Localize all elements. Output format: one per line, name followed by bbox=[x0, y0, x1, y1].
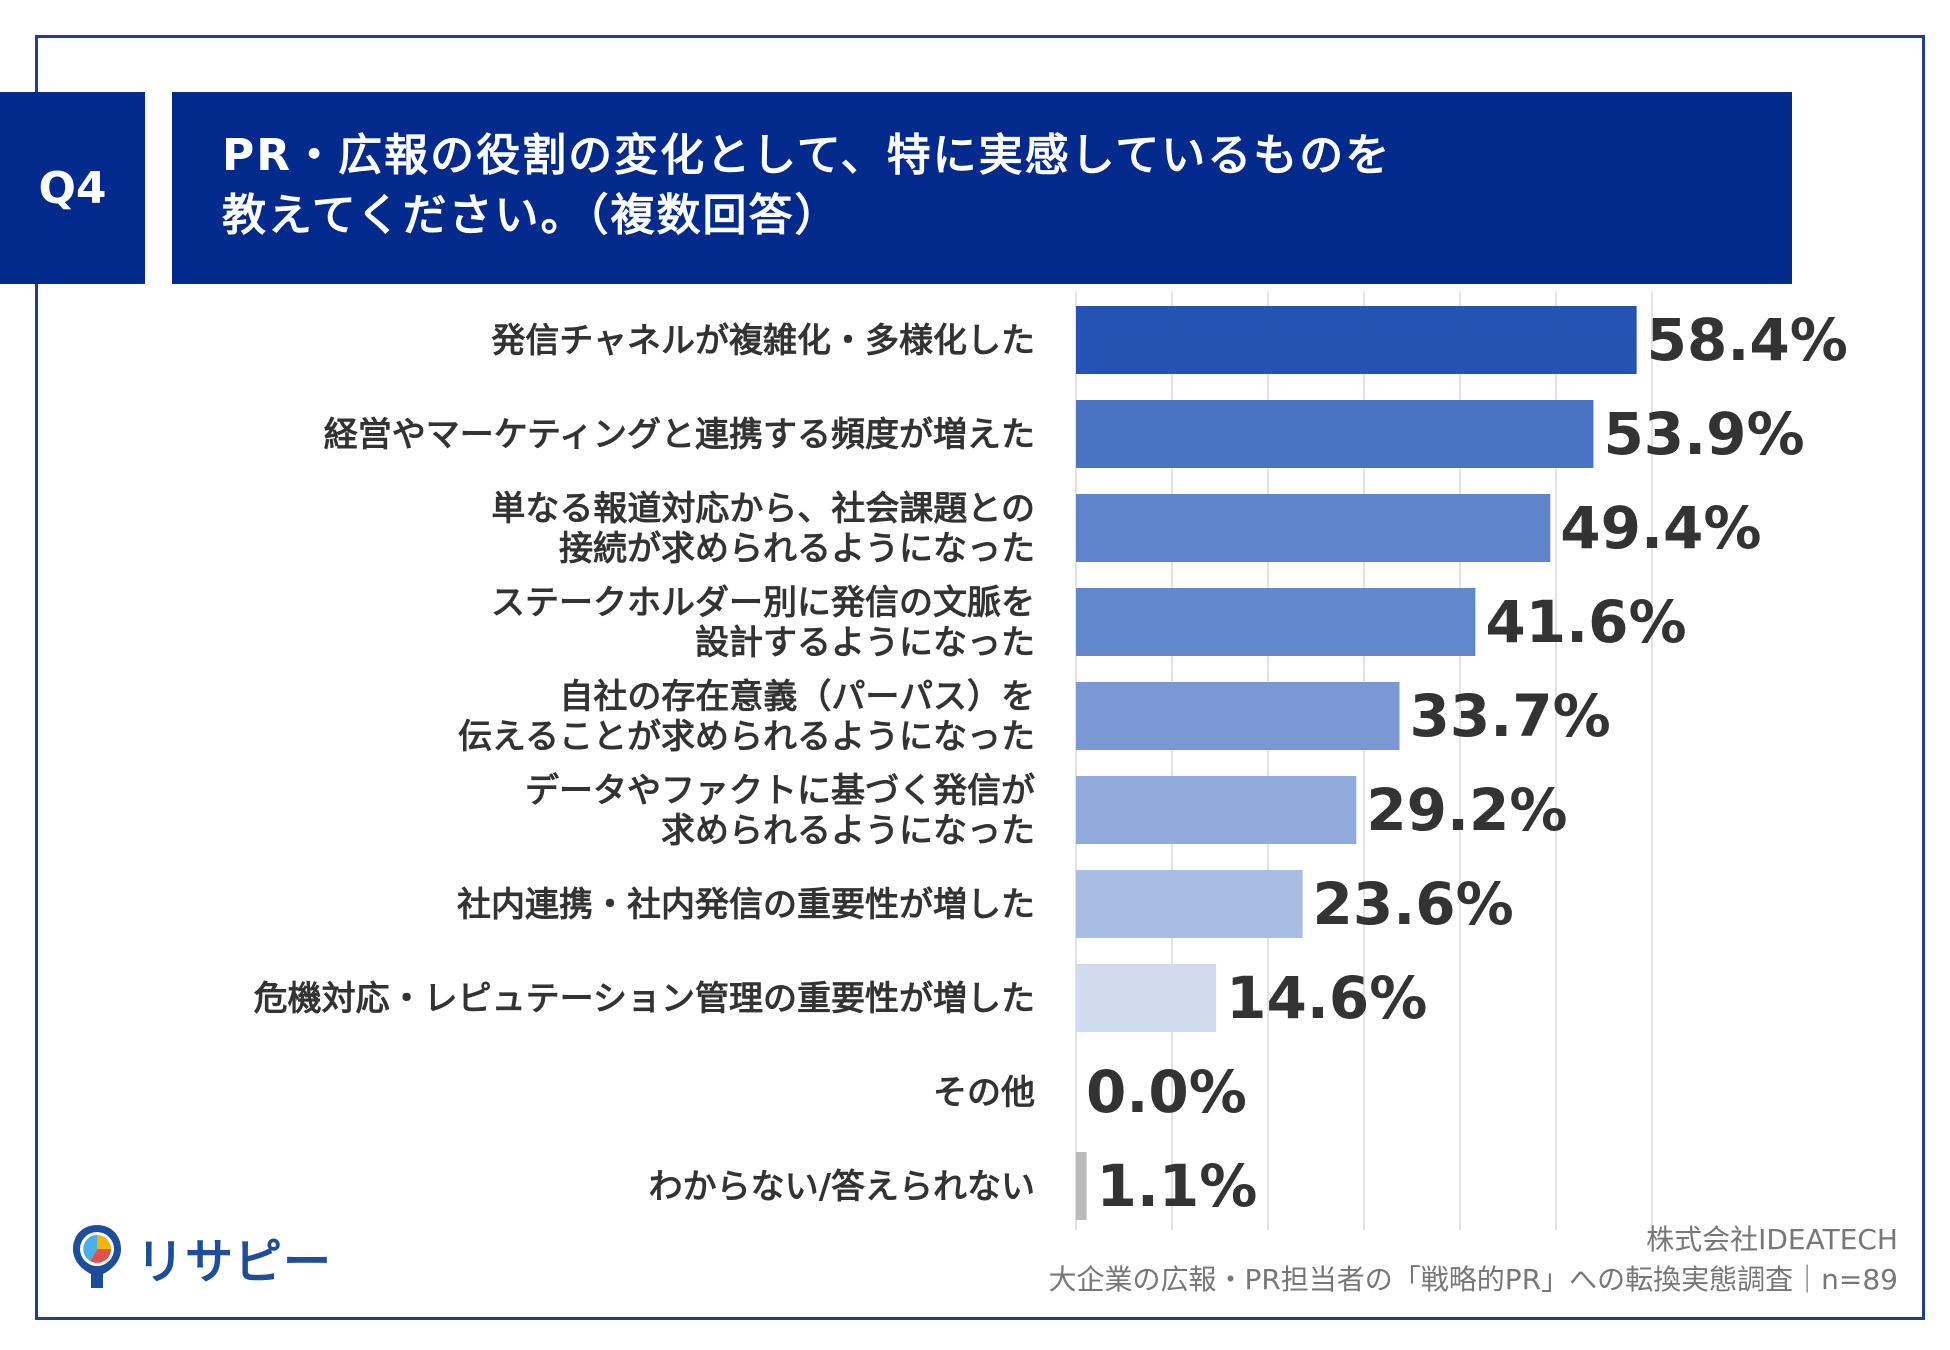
category-label: データやファクトに基づく発信が bbox=[525, 771, 1035, 811]
category-label: 接続が求められるようになった bbox=[559, 529, 1035, 569]
value-label: 58.4% bbox=[1647, 306, 1848, 374]
question-title-line2: 教えてください。（複数回答） bbox=[222, 190, 841, 241]
question-number-label: Q4 bbox=[38, 162, 107, 214]
logo-text: リサピー bbox=[136, 1234, 333, 1290]
value-label: 29.2% bbox=[1366, 776, 1567, 844]
value-label: 33.7% bbox=[1410, 682, 1611, 750]
value-label: 0.0% bbox=[1086, 1058, 1247, 1126]
question-number: Q4 bbox=[0, 92, 145, 284]
logo: リサピー bbox=[70, 1222, 332, 1292]
bar bbox=[1076, 306, 1637, 374]
category-label: 社内連携・社内発信の重要性が増した bbox=[457, 885, 1035, 925]
question-title: PR・広報の役割の変化として、特に実感しているものを 教えてください。（複数回答… bbox=[172, 92, 1792, 284]
footer-company: 株式会社IDEATECH bbox=[1646, 1223, 1898, 1256]
value-label: 14.6% bbox=[1226, 964, 1427, 1032]
footer: 株式会社IDEATECH 大企業の広報・PR担当者の「戦略的PR」への転換実態調… bbox=[1048, 1220, 1898, 1300]
category-label: 設計するようになった bbox=[695, 623, 1035, 663]
bar bbox=[1076, 964, 1217, 1032]
category-label: 単なる報道対応から、社会課題との bbox=[491, 489, 1035, 529]
category-label: 自社の存在意義（パーパス）を bbox=[559, 677, 1035, 717]
bar bbox=[1076, 870, 1303, 938]
category-label: 伝えることが求められるようになった bbox=[458, 717, 1035, 757]
pin-logo-icon bbox=[73, 1225, 121, 1288]
bar bbox=[1076, 400, 1594, 468]
bar bbox=[1076, 588, 1476, 656]
value-label: 1.1% bbox=[1097, 1152, 1258, 1220]
frame bbox=[35, 35, 1925, 1320]
footer-survey: 大企業の広報・PR担当者の「戦略的PR」への転換実態調査｜n=89 bbox=[1048, 1263, 1898, 1296]
category-label: 発信チャネルが複雑化・多様化した bbox=[491, 321, 1035, 361]
value-label: 41.6% bbox=[1485, 588, 1686, 656]
category-label: 求められるようになった bbox=[661, 811, 1035, 851]
question-title-line1: PR・広報の役割の変化として、特に実感しているものを bbox=[222, 130, 1392, 181]
category-label: わからない/答えられない bbox=[649, 1167, 1035, 1207]
value-label: 23.6% bbox=[1313, 870, 1514, 938]
bar bbox=[1076, 1152, 1087, 1220]
bar bbox=[1076, 776, 1357, 844]
value-label: 49.4% bbox=[1560, 494, 1761, 562]
value-label: 53.9% bbox=[1603, 400, 1804, 468]
category-label: ステークホルダー別に発信の文脈を bbox=[491, 583, 1035, 623]
category-label: 危機対応・レピュテーション管理の重要性が増した bbox=[254, 979, 1035, 1019]
category-label: その他 bbox=[933, 1073, 1035, 1113]
category-label: 経営やマーケティングと連携する頻度が増えた bbox=[324, 415, 1035, 455]
bar bbox=[1076, 494, 1551, 562]
bar bbox=[1076, 682, 1400, 750]
